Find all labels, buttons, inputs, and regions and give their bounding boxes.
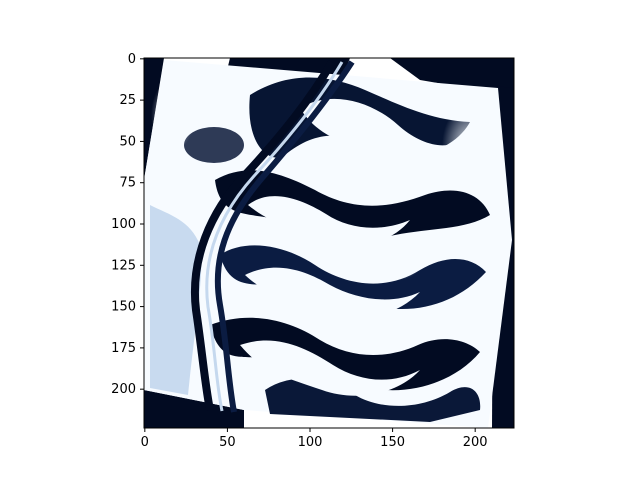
light-patch-left-glow [151,79,195,151]
image-frame [143,57,515,429]
dark-texture-band-3 [220,245,486,310]
white-swirl-3 [245,267,420,318]
curved-ridge-highlight [205,61,344,412]
y-tick-label: 0 [128,52,136,67]
light-blue-left-area [150,205,202,395]
curved-ridge-inner [214,60,355,413]
light-patch-upper-left [184,127,244,163]
x-tick-label: 150 [380,435,405,450]
y-tick-label: 200 [111,382,136,397]
y-tick-label: 100 [111,217,136,232]
y-tick-label: 75 [119,176,136,191]
x-tick-label: 100 [298,435,323,450]
y-axis: 0 25 50 75 100 125 150 175 200 [111,52,144,397]
dark-corner-top-right [390,58,514,96]
curved-ridge-outer [191,59,336,411]
light-patch-center [374,244,422,280]
x-axis: 0 50 100 150 200 [141,428,488,450]
y-tick-label: 50 [119,134,136,149]
dark-texture-band-5 [265,378,481,422]
y-tick-label: 175 [111,341,136,356]
x-tick-label: 50 [219,435,236,450]
white-swirl-1 [300,98,462,168]
x-tick-label: 200 [463,435,488,450]
white-swirl-2 [248,196,410,245]
white-swirl-4 [240,340,420,396]
y-tick-label: 25 [119,93,136,108]
x-tick-label: 0 [141,435,149,450]
image-panel [144,58,514,428]
dark-texture-band-4 [210,317,480,391]
light-patch-right [442,104,498,188]
dark-band-bottom-left [144,390,244,428]
y-tick-label: 125 [111,258,136,273]
y-tick-label: 150 [111,300,136,315]
